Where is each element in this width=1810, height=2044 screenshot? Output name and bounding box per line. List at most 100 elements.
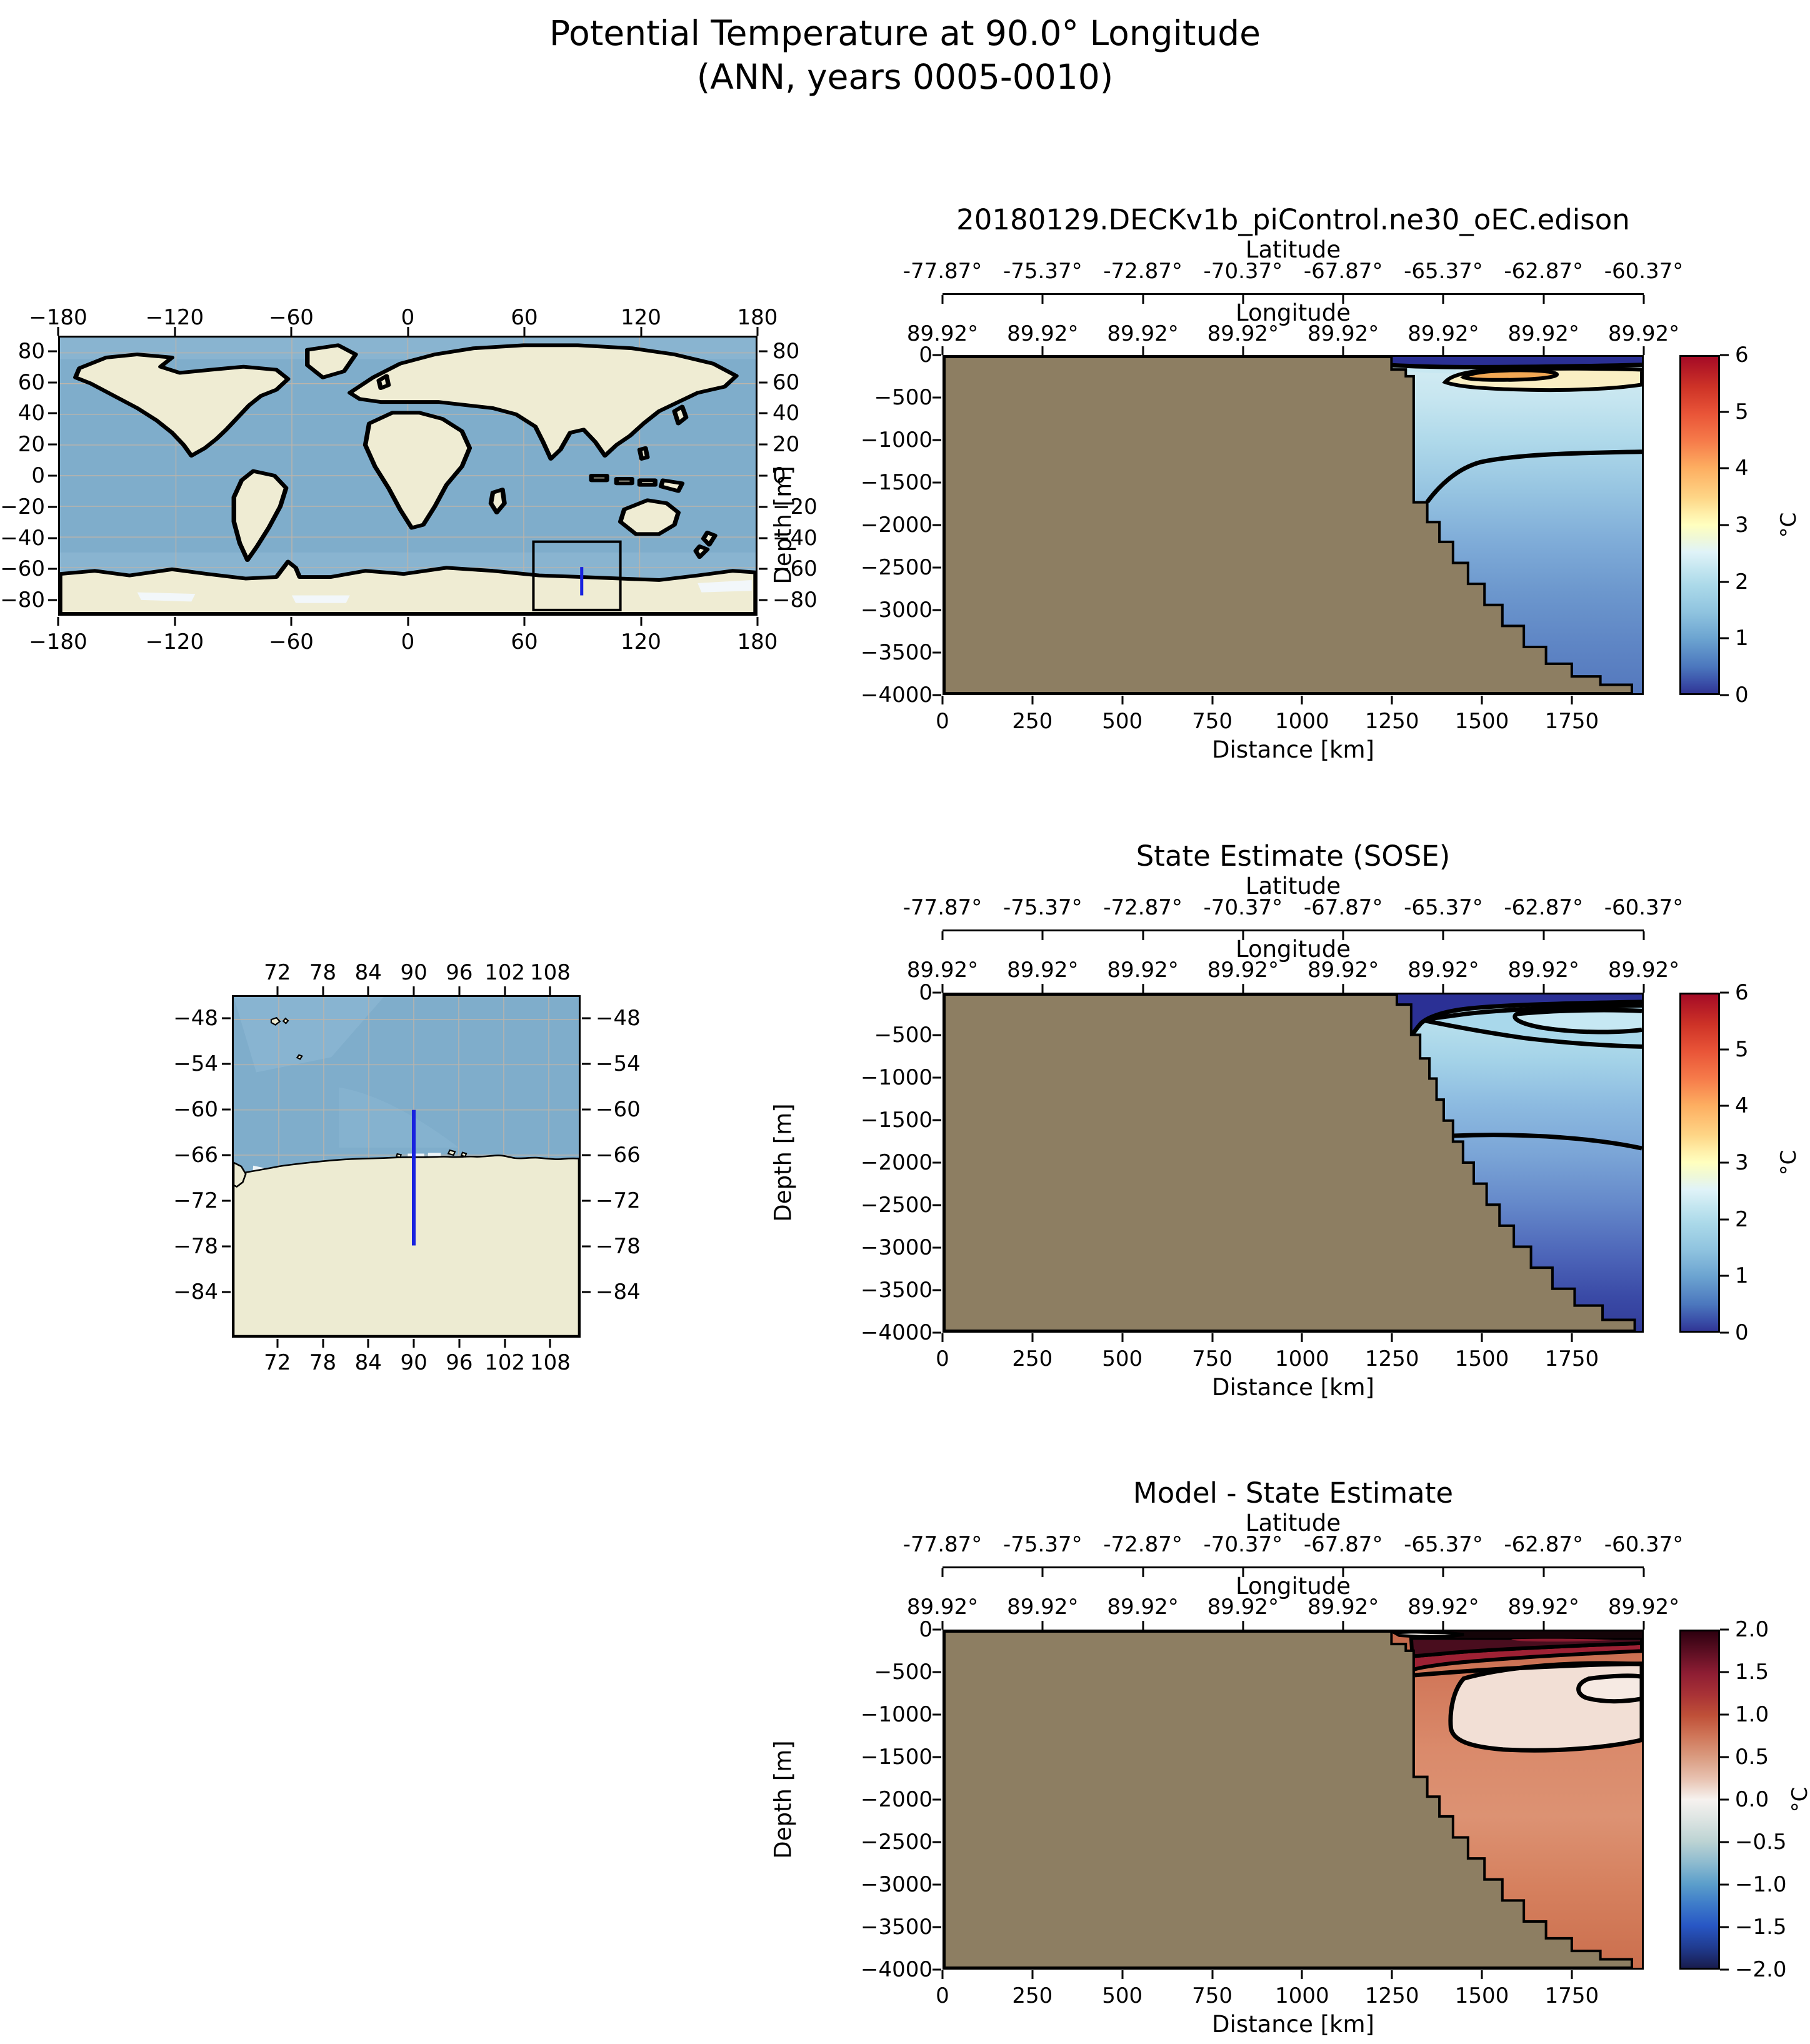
tick-label: 89.92° [1408,958,1479,983]
tick-mark [1031,1333,1034,1342]
panel2-colorbar [1679,993,1720,1333]
tick-mark [322,1339,324,1348]
tick-mark [367,1339,369,1348]
warm-lens-core [1464,370,1557,379]
tick-mark [1142,931,1144,940]
tick-mark [1342,1568,1344,1577]
tick-mark [1720,694,1729,696]
tick-mark [1031,696,1034,704]
panel1-lat-axis [942,293,1644,295]
tick-label: 102 [484,1350,526,1375]
tick-mark [582,1245,591,1248]
panel2-distance-marks [941,1333,1644,1342]
tick-label: −180 [29,305,88,330]
tick-label: 250 [1012,709,1053,734]
tick-label: 1000 [1275,709,1329,734]
panel1-lat-ticks: -77.87° -75.37° -72.87° -70.37° -67.87° -65.3… [903,259,1684,285]
tick-mark [1342,295,1344,304]
tick-mark [48,568,57,570]
tick-label: 89.92° [1107,1595,1179,1620]
tick-label: −4000 [860,1320,932,1345]
tick-label: −60 [772,556,818,582]
tick-label: 1 [1735,626,1749,651]
tick-label: 80 [772,338,800,364]
tick-label: −60 [173,1096,218,1122]
panel2-colorbar-ticks: 6 5 4 3 2 1 0 [1735,980,1804,1345]
tick-mark [1542,1568,1545,1577]
tick-mark [932,1926,941,1928]
tick-mark [504,986,506,995]
indonesia-east [637,478,658,487]
tick-mark [1481,1970,1483,1979]
land-mask [944,357,1632,693]
world-map-bottom-marks [57,617,759,626]
panel3-section-image [944,1631,1642,1968]
panel1-colorbar [1679,355,1720,695]
tick-label: 20 [772,432,800,458]
tick-mark [932,1119,941,1121]
tick-label: 89.92° [1608,1595,1680,1620]
tick-label: 0 [919,980,932,1005]
inset-islands [271,1018,466,1157]
tick-label: 2 [1735,1206,1749,1232]
tick-label: -70.37° [1203,1532,1283,1557]
tick-mark [1542,931,1545,940]
tick-mark [932,1161,941,1164]
world-map-image [60,338,756,614]
antarctica [60,559,756,614]
tick-label: 89.92° [1207,958,1279,983]
tick-label: -65.37° [1404,259,1483,284]
inset-map-image [234,997,579,1336]
java [614,476,634,486]
tick-mark [1720,354,1729,356]
new-guinea [658,478,685,493]
tick-label: 89.92° [1207,321,1279,346]
tick-label: -62.87° [1504,1532,1584,1557]
tick-label: 90 [400,960,428,985]
dark-maroon-band [1411,1638,1642,1656]
tick-label: 89.92° [1107,321,1179,346]
tick-label: 4 [1735,1093,1749,1119]
tick-mark [759,350,768,353]
tick-label: -70.37° [1203,259,1283,284]
tick-mark [1720,1331,1729,1334]
tick-label: -72.87° [1103,259,1182,284]
tick-mark [1720,1883,1729,1886]
tick-label: −500 [874,1660,932,1685]
tick-mark [504,1339,506,1348]
tick-label: 89.92° [1508,958,1579,983]
tick-mark [222,1245,231,1248]
tick-mark [412,1339,415,1348]
tick-label: −3500 [860,640,932,665]
tick-label: 120 [621,305,661,330]
tick-mark [941,295,944,304]
tick-mark [1442,346,1444,355]
tick-mark [1142,346,1144,355]
tick-mark [582,1291,591,1293]
tick-label: 5 [1735,1036,1749,1062]
tick-mark [1542,984,1545,993]
tick-label: −2000 [860,513,932,538]
panel2-distance-label: Distance [km] [1212,1374,1374,1401]
tick-mark [941,931,944,940]
tick-label: 3 [1735,1150,1749,1175]
tick-label: -75.37° [1002,1532,1082,1557]
tick-mark [932,566,941,569]
tick-mark [1720,467,1729,469]
tick-label: −54 [596,1051,641,1076]
tick-label: 89.92° [1408,1595,1479,1620]
panel3-colorbar-marks [1720,1628,1729,1971]
crimson-streak [1511,1638,1614,1642]
tick-mark [759,506,768,508]
tick-label: −1000 [860,1065,932,1090]
contour-lens-inner [1515,1010,1642,1032]
tick-label: −2500 [860,1193,932,1218]
tick-mark [1142,295,1144,304]
tick-label: 40 [18,401,45,426]
tick-label: −72 [173,1188,218,1213]
tick-mark [1571,1970,1573,1979]
tick-mark [48,412,57,414]
tick-mark [932,1798,941,1801]
tick-mark [932,1628,941,1631]
